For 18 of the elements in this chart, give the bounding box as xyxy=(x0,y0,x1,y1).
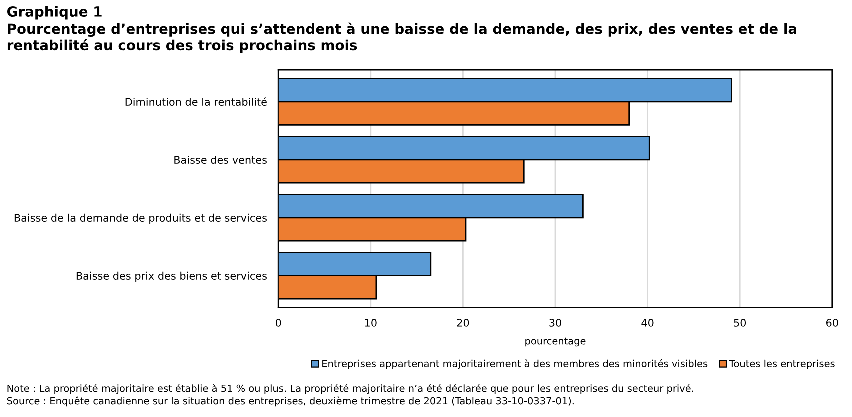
source-note: Source : Enquête canadienne sur la situation des entreprises, deuxième trimestre de 2021 (Tableau 33-10-0337-01). xyxy=(7,396,574,407)
y-tick-label: Baisse des prix des biens et services xyxy=(76,272,267,282)
y-tick-label: Baisse de la demande de produits et de services xyxy=(14,214,267,224)
x-tick-label: 40 xyxy=(642,319,654,327)
x-axis-title: pourcentage xyxy=(526,338,586,347)
x-tick-label: 10 xyxy=(365,319,377,327)
x-tick-label: 20 xyxy=(457,319,470,327)
x-tick-label: 60 xyxy=(826,319,838,327)
y-tick-label: Diminution de la rentabilité xyxy=(126,98,267,106)
y-tick-label: Baisse des ventes xyxy=(174,156,267,164)
legend-label: Entreprises appartenant majoritairement à des membres des minorités visibles xyxy=(322,360,708,370)
x-tick-label: 50 xyxy=(734,319,746,327)
chart-subtitle: Pourcentage d’entreprises qui s’attendent à une baisse de la demande, des prix, des ventes et de la rentabilité au cours des trois prochains mois xyxy=(8,22,796,54)
text: Note : La propriété majoritaire est établie à 51 % ou plus. La propriété majoritaire n’a été déclarée que pour les entreprises du secteur privé. xyxy=(8,384,694,394)
text: Graphique 1 xyxy=(8,6,102,20)
x-tick-label: 0 xyxy=(276,319,282,327)
legend-label: Toutes les entreprises xyxy=(729,360,835,370)
x-tick-label: 30 xyxy=(550,319,562,327)
